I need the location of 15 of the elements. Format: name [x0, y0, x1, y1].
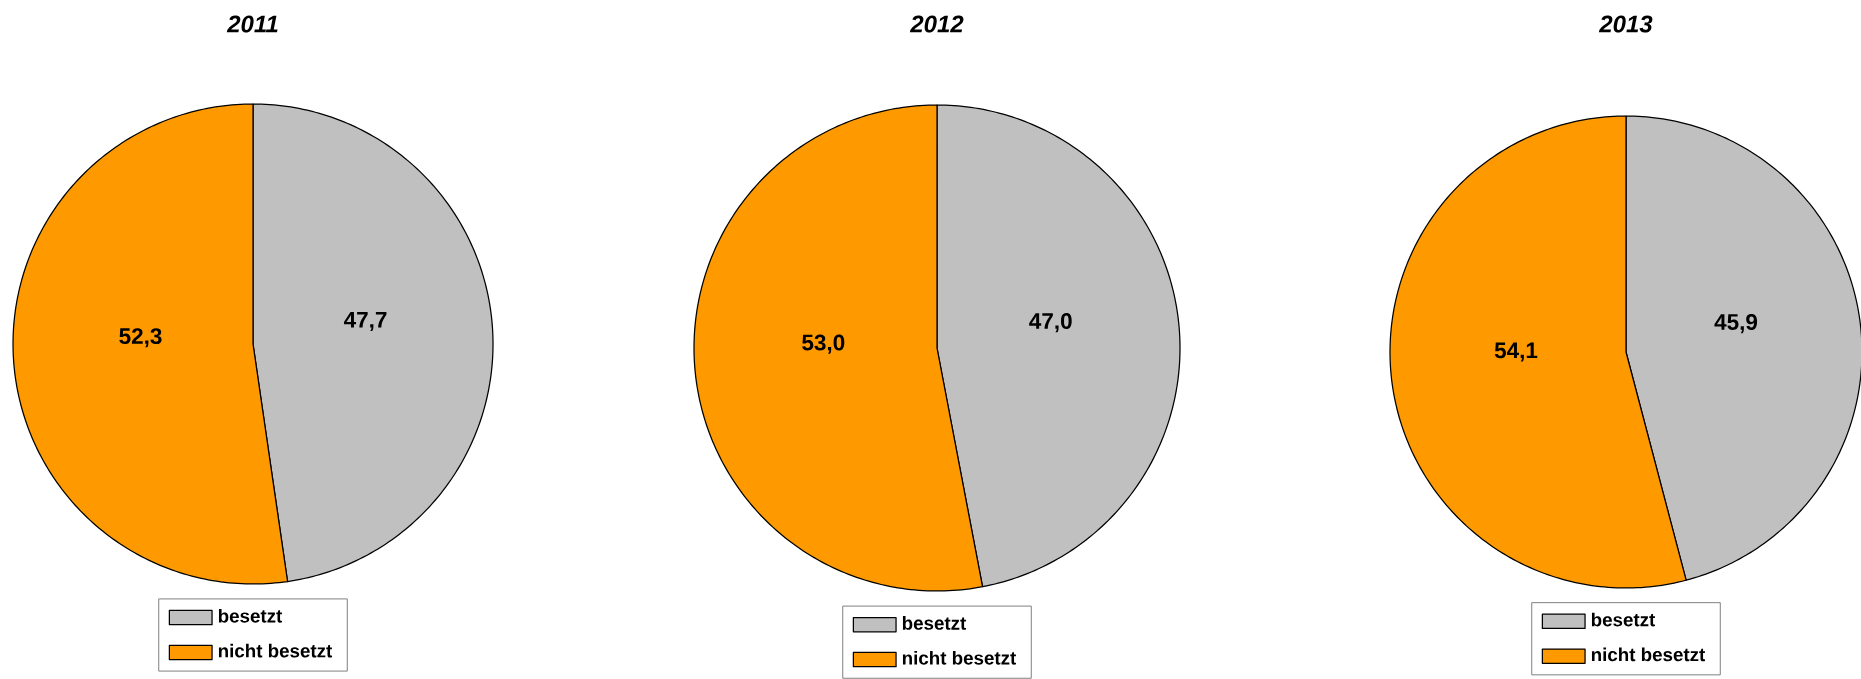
data-label: 54,1 — [1494, 342, 1538, 362]
legend-label: nicht besetzt — [1591, 647, 1706, 662]
data-label: 53,0 — [802, 334, 845, 354]
chart-title: 2013 — [1598, 15, 1653, 33]
legend-label: besetzt — [218, 608, 283, 623]
data-label: 52,3 — [119, 328, 162, 348]
data-label: 47,7 — [343, 311, 387, 331]
chart-title: 2011 — [226, 15, 278, 33]
legend-label: nicht besetzt — [902, 650, 1017, 665]
chart-title: 2012 — [909, 15, 964, 33]
data-label: 45,9 — [1714, 313, 1758, 334]
legend-label: besetzt — [902, 616, 967, 630]
data-label: 47,0 — [1029, 313, 1072, 333]
legend-label: besetzt — [1591, 612, 1656, 627]
legend-label: nicht besetzt — [218, 643, 333, 658]
